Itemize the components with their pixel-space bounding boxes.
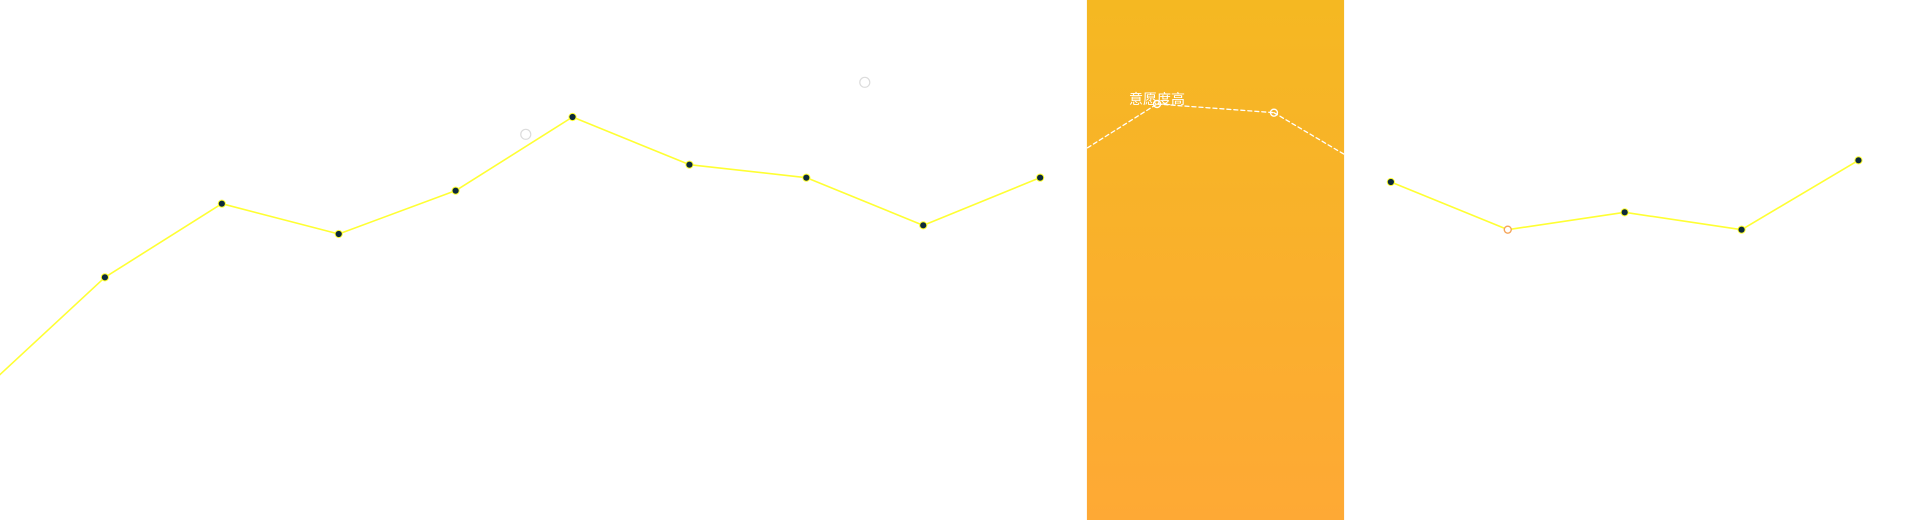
- line-segment-6: [688, 163, 808, 179]
- line-segment-9: [1039, 103, 1158, 179]
- line-segment-4: [454, 116, 574, 192]
- line-segment-13: [1506, 211, 1626, 231]
- faint-marker-1: [859, 76, 871, 88]
- line-segment-2: [221, 202, 340, 235]
- highlight-label: 意愿度高: [1129, 91, 1185, 108]
- data-point-13: [1503, 225, 1512, 234]
- line-segment-11: [1273, 112, 1392, 183]
- series-lines-layer: [0, 103, 1860, 376]
- faint-marker-0: [520, 128, 532, 140]
- line-segment-15: [1740, 159, 1860, 231]
- line-segment-1: [104, 202, 223, 279]
- data-point-10: [1152, 99, 1162, 109]
- data-point-12: [1386, 177, 1395, 187]
- data-point-3: [334, 229, 343, 239]
- data-point-14: [1620, 208, 1629, 217]
- data-point-6: [685, 160, 694, 169]
- data-point-16: [1854, 156, 1863, 165]
- data-point-11: [1269, 108, 1279, 117]
- data-point-1: [100, 273, 110, 282]
- data-point-7: [802, 173, 811, 182]
- line-segment-5: [571, 116, 691, 166]
- line-segment-14: [1623, 211, 1743, 231]
- line-segment-0: [0, 276, 106, 376]
- line-segment-10: [1156, 103, 1275, 114]
- line-segment-8: [922, 176, 1041, 227]
- line-segment-7: [805, 176, 925, 227]
- data-point-8: [919, 221, 928, 230]
- line-segment-3: [337, 189, 457, 235]
- data-point-9: [1036, 173, 1045, 182]
- line-segment-12: [1390, 181, 1509, 231]
- highlight-band: [1086, 0, 1345, 520]
- data-point-4: [451, 186, 460, 195]
- data-point-2: [217, 199, 226, 208]
- highlight-band-layer: [1086, 0, 1345, 520]
- data-points-layer: [100, 76, 1863, 282]
- data-point-5: [568, 112, 577, 122]
- data-point-15: [1737, 225, 1746, 234]
- labels-layer: 意愿度高: [1129, 91, 1185, 108]
